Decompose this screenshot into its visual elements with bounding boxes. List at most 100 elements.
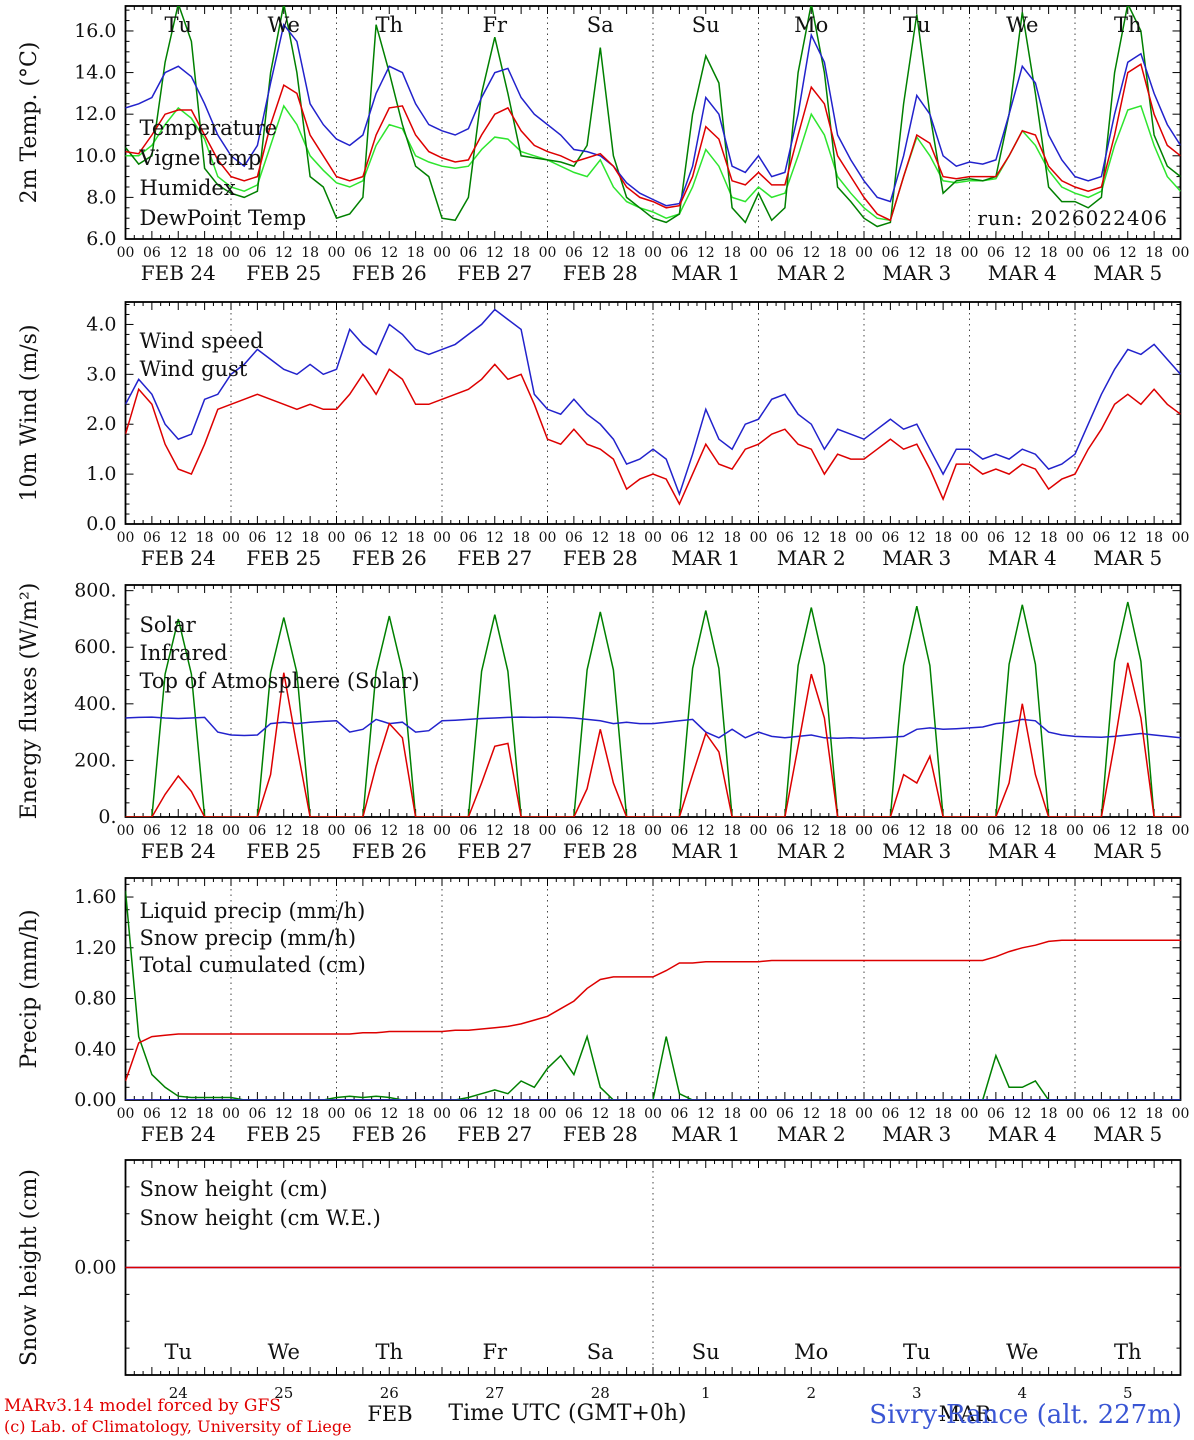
hour-tick-label: 00: [117, 530, 135, 546]
hour-tick-label: 00: [539, 530, 557, 546]
y-tick-label: 0.00: [74, 1257, 116, 1279]
date-label: FEB 27: [457, 546, 532, 570]
hour-tick-label: 12: [275, 823, 293, 839]
hour-tick-label: 00: [855, 245, 873, 261]
date-label: FEB 27: [457, 261, 532, 285]
y-tick-label: 800.: [74, 580, 116, 602]
xaxis-month-feb: FEB: [367, 1402, 413, 1426]
legend-label: Total cumulated (cm): [140, 953, 366, 977]
hour-tick-label: 12: [1013, 530, 1031, 546]
hour-tick-label: 18: [1145, 823, 1163, 839]
y-tick-label: 10.0: [74, 145, 116, 167]
y-tick-label: 1.0: [86, 463, 116, 485]
hour-tick-label: 00: [117, 823, 135, 839]
date-label: FEB 26: [352, 261, 427, 285]
hour-tick-label: 06: [459, 530, 477, 546]
hour-tick-label: 18: [1040, 823, 1058, 839]
hour-tick-label: 00: [328, 1106, 346, 1122]
y-axis-label: Snow height (cm): [17, 1169, 42, 1366]
legend-label: Solar: [140, 613, 197, 637]
date-label: FEB 28: [563, 261, 638, 285]
date-label: FEB 28: [563, 546, 638, 570]
day-name-label: Fr: [482, 1340, 508, 1364]
date-label: FEB 28: [563, 839, 638, 863]
hour-tick-label: 00: [644, 1106, 662, 1122]
hour-tick-label: 18: [1040, 530, 1058, 546]
panel-energy-fluxes: 0. 200. 400. 600. 800. Solar Infrared Top of At…: [74, 580, 1182, 828]
y-tick-label: 0.: [98, 806, 116, 828]
hour-tick-label: 06: [248, 530, 266, 546]
series-liquid-precip: [125, 890, 1181, 1100]
hour-tick-label: 06: [354, 245, 372, 261]
hour-tick-label: 06: [776, 245, 794, 261]
hour-tick-label: 06: [1092, 245, 1110, 261]
hour-tick-label: 18: [829, 1106, 847, 1122]
hour-tick-label: 00: [1066, 823, 1084, 839]
day-name-label: Fr: [482, 13, 508, 37]
date-label: FEB 24: [141, 261, 216, 285]
day-name-label: Th: [375, 1340, 403, 1364]
y-tick-label: 14.0: [74, 62, 116, 84]
legend-label: Humidex: [140, 176, 236, 200]
hour-tick-label: 12: [380, 245, 398, 261]
y-tick-label: 6.0: [86, 228, 116, 250]
hour-tick-label: 18: [723, 530, 741, 546]
hour-tick-label: 00: [750, 823, 768, 839]
hour-tick-label: 12: [908, 530, 926, 546]
hour-tick-label: 18: [934, 823, 952, 839]
hour-tick-label: 00: [644, 823, 662, 839]
series-top-of-atmosphere-solar-: [125, 601, 1181, 817]
run-label: run: 2026022406: [977, 206, 1168, 230]
hour-tick-label: 00: [222, 823, 240, 839]
date-label: MAR 2: [777, 546, 846, 570]
panel-wind: 0.0 1.0 2.0 3.0 4.0 Wind speed Wind gust: [86, 301, 1182, 535]
date-label: MAR 5: [1093, 839, 1162, 863]
y-tick-label: 0.0: [86, 513, 116, 535]
hour-tick-label: 06: [1092, 530, 1110, 546]
hour-tick-label: 18: [196, 1106, 214, 1122]
hour-tick-label: 00: [644, 530, 662, 546]
day-name-label: Mo: [794, 1340, 828, 1364]
hour-tick-label: 12: [1013, 1106, 1031, 1122]
day-number-label: 26: [380, 1384, 399, 1402]
panel-border: [124, 301, 1182, 525]
hour-tick-label: 12: [169, 530, 187, 546]
hour-tick-label: 12: [275, 245, 293, 261]
hour-tick-label: 18: [723, 823, 741, 839]
date-label: MAR 1: [671, 839, 740, 863]
y-tick-label: 1.60: [74, 886, 116, 908]
hour-tick-label: 18: [512, 1106, 530, 1122]
hour-tick-label: 18: [618, 530, 636, 546]
y-tick-label: 2.0: [86, 413, 116, 435]
hour-tick-label: 00: [1066, 245, 1084, 261]
hour-tick-label: 00: [328, 823, 346, 839]
hour-tick-label: 06: [1092, 1106, 1110, 1122]
hour-tick-label: 18: [934, 245, 952, 261]
y-tick-label: 3.0: [86, 363, 116, 385]
legend-label: Liquid precip (mm/h): [140, 899, 366, 923]
hour-tick-label: 12: [802, 823, 820, 839]
series-total-cumulated: [125, 939, 1181, 1082]
hour-tick-label: 06: [881, 1106, 899, 1122]
hour-tick-label: 12: [1013, 245, 1031, 261]
y-tick-label: 0.00: [74, 1089, 116, 1111]
hour-tick-label: 12: [486, 245, 504, 261]
hour-tick-label: 00: [222, 245, 240, 261]
hour-tick-label: 18: [1040, 1106, 1058, 1122]
date-label: FEB 24: [141, 546, 216, 570]
hour-tick-label: 18: [301, 1106, 319, 1122]
date-label: FEB 24: [141, 839, 216, 863]
hour-tick-label: 00: [117, 245, 135, 261]
date-label: FEB 25: [246, 839, 321, 863]
date-label: FEB 26: [352, 1122, 427, 1146]
hour-tick-label: 18: [723, 245, 741, 261]
hour-tick-label: 18: [723, 1106, 741, 1122]
y-tick-label: 12.0: [74, 103, 116, 125]
y-tick-label: 600.: [74, 636, 116, 658]
day-name-label: We: [268, 1340, 300, 1364]
hour-tick-label: 00: [961, 530, 979, 546]
hour-tick-label: 00: [961, 1106, 979, 1122]
station-label: Sivry-Rance (alt. 227m): [869, 1400, 1182, 1430]
y-tick-label: 16.0: [74, 20, 116, 42]
